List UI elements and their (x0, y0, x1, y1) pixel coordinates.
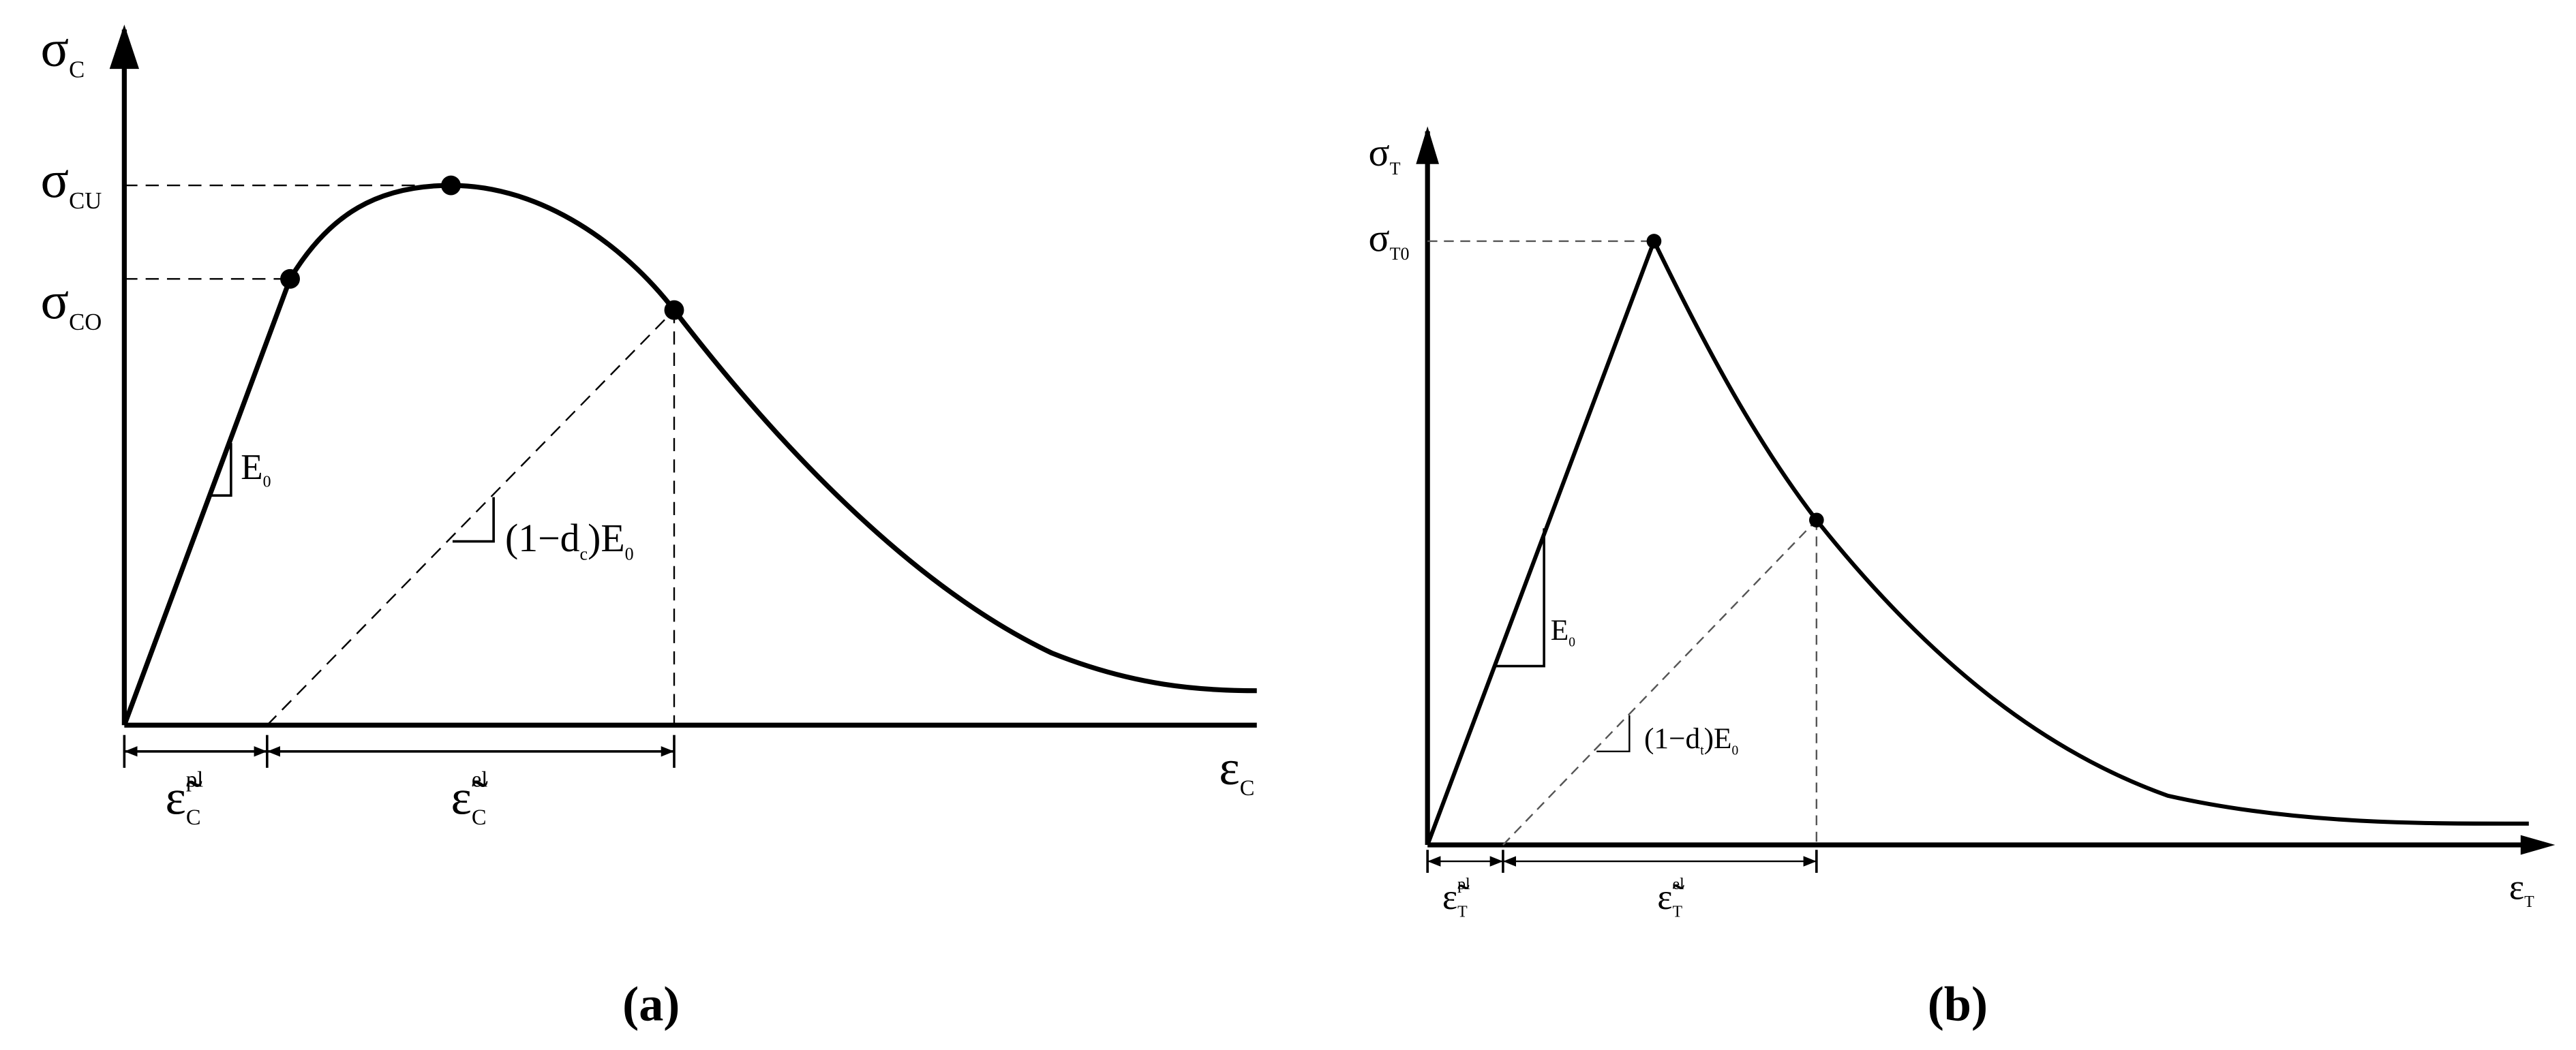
axis-arrow (1416, 126, 1440, 164)
label-text: E (1551, 614, 1569, 647)
label-superscript: el (1673, 876, 1685, 893)
label-text: σ (41, 150, 70, 209)
label-text: E (241, 448, 262, 487)
label-subscript: C (472, 805, 487, 830)
label-text: σ (41, 271, 70, 330)
axis-arrow (2520, 835, 2556, 855)
label-subscript: 0 (625, 544, 634, 564)
unloading-line (266, 309, 675, 726)
label-subscript: 0 (1569, 636, 1575, 650)
panel-a (109, 25, 1257, 768)
label-text: ε (1219, 741, 1239, 795)
label-subscript: 0 (1732, 743, 1739, 758)
slope-triangle (1494, 528, 1545, 668)
caption: (b) (1928, 977, 1988, 1032)
label-subscript: CU (69, 188, 102, 214)
label-subscript: 0 (263, 474, 271, 491)
label-subscript: T (1673, 904, 1683, 921)
point (441, 175, 461, 196)
label-subscript: C (69, 57, 85, 82)
label-text: σ (1368, 217, 1389, 260)
slope-triangle (452, 497, 495, 543)
panel-b (1416, 126, 2556, 873)
stress-strain-curve (1425, 236, 2529, 846)
label-subscript: t (1700, 743, 1704, 758)
label-subscript: c (580, 544, 588, 564)
unloading-line (1502, 519, 1817, 846)
label-subscript: CO (69, 309, 102, 335)
label-superscript: pl (186, 768, 203, 792)
label-subscript: T (1457, 904, 1468, 921)
caption: (a) (622, 977, 680, 1032)
slope-triangle (1596, 715, 1631, 752)
label-subscript: T (2524, 893, 2534, 911)
stress-strain-curve (121, 183, 1257, 726)
label-text: ε (2509, 867, 2524, 907)
label-subscript: T0 (1390, 244, 1410, 264)
label-text: σ (41, 18, 70, 77)
slope-triangle (211, 443, 232, 497)
label-subscript: C (186, 805, 201, 830)
label-subscript: C (1240, 776, 1255, 801)
point (664, 300, 684, 320)
label-superscript: el (472, 768, 487, 792)
axis-arrow (109, 25, 140, 70)
point (1808, 512, 1824, 528)
label-text: )E (588, 517, 625, 560)
point (1646, 234, 1662, 249)
label-superscript: pl (1457, 876, 1470, 893)
point (280, 268, 300, 289)
label-text: )E (1704, 722, 1732, 755)
label-text: σ (1368, 132, 1389, 174)
label-text: (1−d (1644, 722, 1701, 755)
label-text: (1−d (505, 517, 580, 560)
label-subscript: T (1390, 159, 1401, 179)
